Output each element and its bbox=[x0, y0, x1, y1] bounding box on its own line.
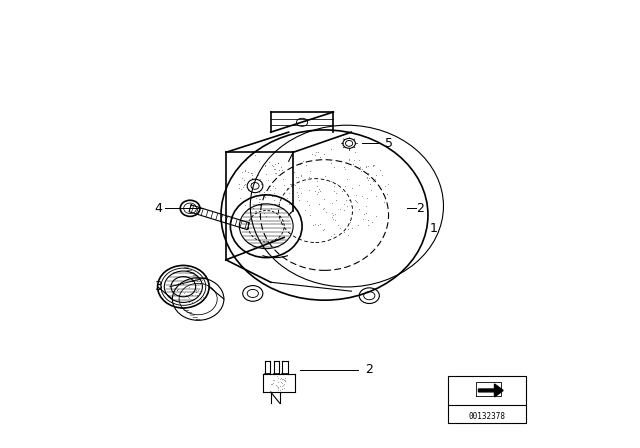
Polygon shape bbox=[476, 382, 500, 396]
Ellipse shape bbox=[180, 200, 200, 216]
Bar bbox=[448, 376, 526, 423]
Polygon shape bbox=[479, 384, 503, 397]
Text: 2: 2 bbox=[365, 363, 372, 376]
Text: 1: 1 bbox=[430, 222, 438, 235]
Text: 2: 2 bbox=[417, 202, 424, 215]
Text: 5: 5 bbox=[385, 137, 393, 150]
Text: 4: 4 bbox=[154, 202, 162, 215]
Text: 3: 3 bbox=[154, 280, 162, 293]
Text: 00132378: 00132378 bbox=[468, 412, 506, 421]
